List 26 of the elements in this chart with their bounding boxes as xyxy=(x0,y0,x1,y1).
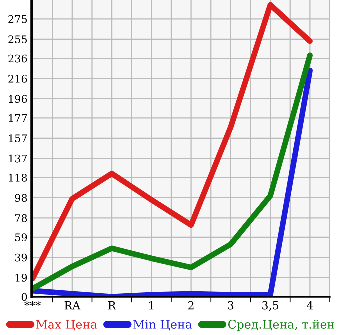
legend-label: Max Цена xyxy=(36,320,98,331)
x-tick-label: 1 xyxy=(149,301,154,310)
x-tick-label: 3,5 xyxy=(262,301,279,312)
y-tick-label: 59 xyxy=(15,234,28,242)
x-tick-label: 4 xyxy=(306,301,314,310)
y-tick-label: 0 xyxy=(22,293,28,302)
y-tick-label: 78 xyxy=(15,214,28,222)
y-tick-label: 275 xyxy=(8,15,28,24)
y-tick-label: 39 xyxy=(15,254,28,262)
x-tick-label: R xyxy=(108,302,116,310)
y-tick-label: 19 xyxy=(16,274,28,282)
y-tick-label: 118 xyxy=(9,174,28,182)
y-tick-label: 255 xyxy=(8,36,28,44)
x-tick-label: *** xyxy=(24,301,41,306)
legend-label: Min Цена xyxy=(134,320,192,331)
x-tick-label: 3 xyxy=(228,301,234,310)
y-tick-label: 157 xyxy=(9,134,28,143)
y-tick-label: 236 xyxy=(8,54,28,63)
y-tick-label: 196 xyxy=(9,95,28,104)
legend-label: Сред.Цена, т.йен xyxy=(228,320,334,332)
x-tick-label: 2 xyxy=(188,301,194,310)
y-tick-label: 216 xyxy=(8,75,28,83)
x-tick-label: RA xyxy=(64,302,81,310)
y-tick-label: 137 xyxy=(9,154,28,163)
y-tick-label: 177 xyxy=(9,114,28,122)
y-tick-label: 98 xyxy=(15,194,28,202)
